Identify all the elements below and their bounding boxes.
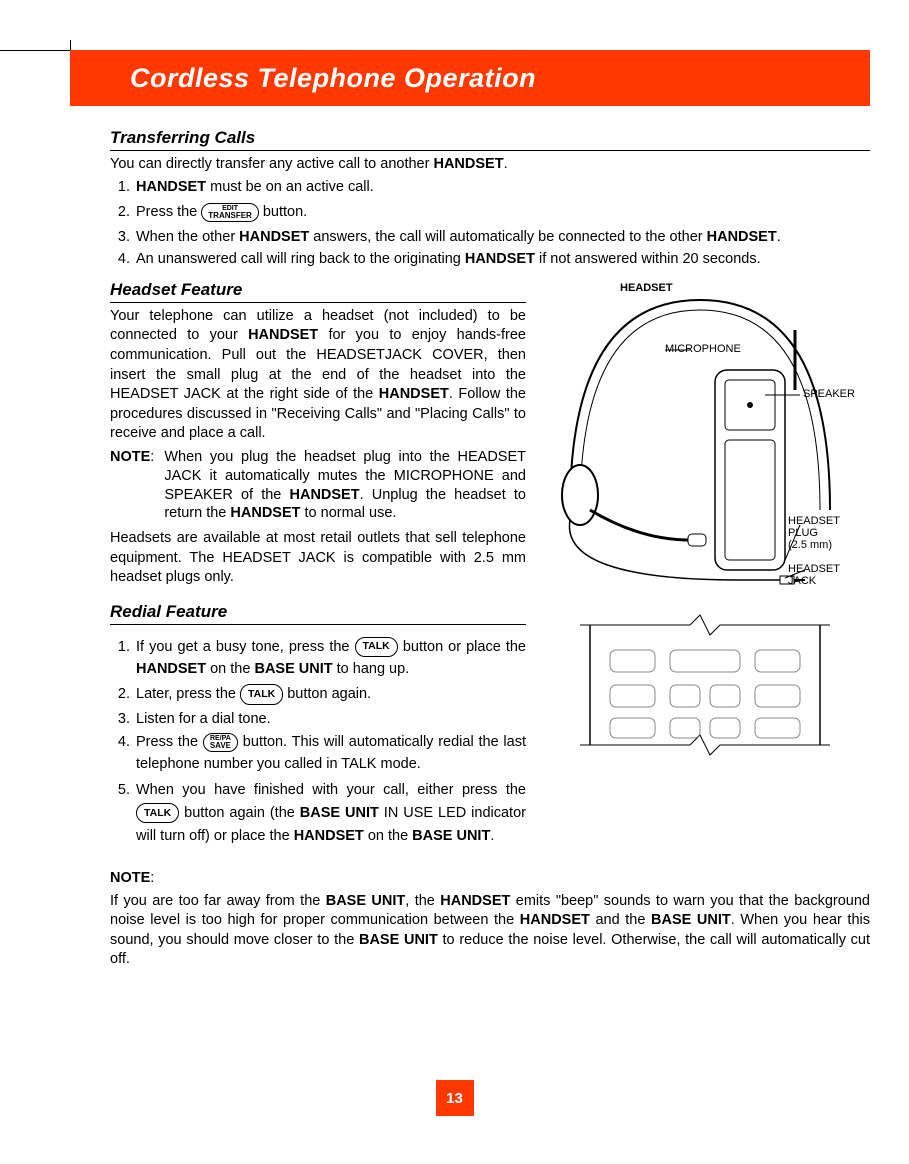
title-bar: Cordless Telephone Operation xyxy=(70,50,870,106)
text: BASE UNIT xyxy=(651,912,731,928)
text: HANDSET xyxy=(248,327,318,343)
list-item: HANDSET must be on an active call. xyxy=(134,178,870,198)
text: button again (the xyxy=(179,805,300,821)
text: button. xyxy=(259,204,307,220)
text: When the other xyxy=(136,229,239,245)
repa-save-button-icon: RE/PASAVE xyxy=(203,733,238,752)
diagram-label-plug: HEADSET PLUG(2.5 mm) xyxy=(788,515,870,551)
page-container: Cordless Telephone Operation Transferrin… xyxy=(70,50,870,973)
text: If you get a busy tone, press the xyxy=(136,639,355,655)
text: button again. xyxy=(283,686,371,702)
talk-button-icon: TALK xyxy=(136,803,179,824)
page-title: Cordless Telephone Operation xyxy=(130,63,536,94)
text: BASE UNIT xyxy=(326,893,406,909)
text: An unanswered call will ring back to the… xyxy=(136,251,465,267)
handset-diagram xyxy=(540,610,870,760)
list-item: Listen for a dial tone. xyxy=(134,710,526,730)
headset-diagram: HEADSET MICROPHONE SPEAKER HEADSET PLUG(… xyxy=(540,280,870,590)
text: BASE UNIT xyxy=(300,805,379,821)
text: . xyxy=(490,828,494,844)
list-item: If you get a busy tone, press the TALK b… xyxy=(134,637,526,681)
text: HANDSET xyxy=(136,661,206,677)
text: BASE UNIT xyxy=(254,661,332,677)
note-label: NOTE xyxy=(110,870,150,886)
edit-transfer-button-icon: EDITTRANSFER xyxy=(201,203,259,222)
diagram-label-speaker: SPEAKER xyxy=(803,388,855,400)
diagram-label-jack: HEADSET JACK xyxy=(788,563,870,587)
text: to normal use. xyxy=(301,505,397,521)
section-headset: Headset Feature Your telephone can utili… xyxy=(110,280,526,588)
heading-transferring: Transferring Calls xyxy=(110,128,870,151)
text: You can directly transfer any active cal… xyxy=(110,156,433,172)
list-item: Press the RE/PASAVE button. This will au… xyxy=(134,732,526,776)
text: answers, the call will automatically be … xyxy=(309,229,706,245)
text: . xyxy=(777,229,781,245)
text: to hang up. xyxy=(333,661,410,677)
text: HANDSET xyxy=(465,251,535,267)
note-label: NOTE xyxy=(110,449,150,465)
section-transferring: Transferring Calls You can directly tran… xyxy=(110,128,870,270)
page-number-band: 13 xyxy=(436,1080,474,1116)
text: If you are too far away from the xyxy=(110,893,326,909)
text: HANDSET xyxy=(520,912,590,928)
list-item: When the other HANDSET answers, the call… xyxy=(134,228,870,248)
text: button or place the xyxy=(398,639,526,655)
diagram-label-headset: HEADSET xyxy=(620,282,673,294)
talk-button-icon: TALK xyxy=(355,637,398,657)
text: , the xyxy=(405,893,440,909)
list-item: When you have finished with your call, e… xyxy=(134,779,526,849)
page-number: 13 xyxy=(446,1090,463,1107)
text: if not answered within 20 seconds. xyxy=(535,251,761,267)
text: HANDSET xyxy=(440,893,510,909)
section-redial: Redial Feature If you get a busy tone, p… xyxy=(110,602,526,848)
text: on the xyxy=(364,828,412,844)
text: HANDSET xyxy=(707,229,777,245)
diagram-label-mic: MICROPHONE xyxy=(665,343,741,355)
text: HANDSET xyxy=(433,156,503,172)
talk-button-icon: TALK xyxy=(240,684,283,705)
text: HANDSET xyxy=(379,386,449,402)
text: Headsets are available at most retail ou… xyxy=(110,529,526,588)
text: HANDSET xyxy=(230,505,300,521)
text: BASE UNIT xyxy=(359,932,438,948)
heading-redial: Redial Feature xyxy=(110,602,526,625)
text: HANDSET xyxy=(290,487,360,503)
heading-headset: Headset Feature xyxy=(110,280,526,303)
text: HANDSET xyxy=(294,828,364,844)
text: must be on an active call. xyxy=(206,179,374,195)
text: When you have finished with your call, e… xyxy=(136,782,526,798)
text: on the xyxy=(206,661,254,677)
text: HANDSET xyxy=(136,179,206,195)
text: BASE UNIT xyxy=(412,828,490,844)
list-item: An unanswered call will ring back to the… xyxy=(134,250,870,270)
text: Later, press the xyxy=(136,686,240,702)
text: Press the xyxy=(136,204,201,220)
list-item: Press the EDITTRANSFER button. xyxy=(134,200,870,225)
list-item: Later, press the TALK button again. xyxy=(134,683,526,706)
text: and the xyxy=(590,912,651,928)
text: Press the xyxy=(136,734,203,750)
text: HANDSET xyxy=(239,229,309,245)
text: . xyxy=(504,156,508,172)
section-footnote: NOTE: If you are too far away from the B… xyxy=(110,869,870,970)
